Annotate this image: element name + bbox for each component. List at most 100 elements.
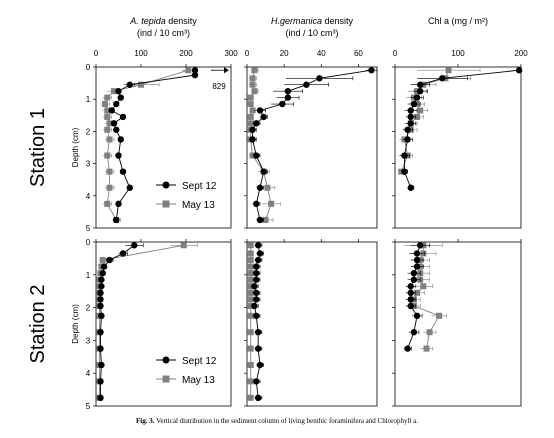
series-line xyxy=(111,70,196,221)
panel-1-2: 0 20 40 60 xyxy=(244,49,378,229)
y-tick-label: 5 xyxy=(86,224,91,233)
data-point xyxy=(410,100,418,108)
data-point xyxy=(115,87,122,95)
x-tick-label: 0 xyxy=(94,49,99,58)
panel-frame xyxy=(246,241,378,407)
series-line xyxy=(404,69,520,188)
y-tick-label: 0 xyxy=(86,238,91,247)
x-tick-label: 0 xyxy=(393,49,398,58)
data-point xyxy=(113,216,120,224)
data-point xyxy=(247,362,254,368)
data-point xyxy=(251,88,258,95)
series-may-13 xyxy=(247,242,254,401)
data-point xyxy=(104,152,111,159)
data-point xyxy=(104,126,111,133)
data-point xyxy=(256,184,264,191)
data-point xyxy=(249,107,256,114)
panel-frame xyxy=(95,66,232,229)
data-point xyxy=(417,87,424,95)
data-point xyxy=(108,107,115,114)
panel-2-1: 0 1 2 3 4 5 Sept 12 May 13 xyxy=(86,238,232,411)
depth-axis-label-2: Depth (cm) xyxy=(71,304,80,344)
depth-axis-label-1: Depth (cm) xyxy=(71,127,80,167)
data-point xyxy=(98,312,105,319)
data-point xyxy=(256,107,264,114)
x-tick-label: 200 xyxy=(514,49,528,58)
data-point xyxy=(99,257,106,264)
data-point xyxy=(404,136,411,143)
data-point xyxy=(417,107,424,114)
series-sept-12 xyxy=(97,242,144,401)
data-point xyxy=(401,168,408,175)
data-point xyxy=(247,378,254,385)
series-line xyxy=(99,244,184,398)
data-point xyxy=(97,302,104,310)
data-point xyxy=(106,184,113,191)
data-point xyxy=(253,289,260,297)
data-point xyxy=(247,296,254,303)
legend-marker-sept xyxy=(162,356,170,364)
column-title-rest: density xyxy=(322,16,354,26)
data-point xyxy=(404,126,411,133)
data-point xyxy=(413,263,421,270)
data-point xyxy=(284,87,292,95)
data-point xyxy=(115,152,122,159)
series-line xyxy=(253,245,261,398)
panel-1-3: 0 100 200 xyxy=(392,49,528,229)
data-point xyxy=(413,256,421,264)
column-title-2: H.germanica density xyxy=(271,16,354,26)
data-point xyxy=(249,81,256,88)
data-point xyxy=(247,276,254,283)
series-sept-12 xyxy=(250,242,265,401)
data-point xyxy=(247,394,254,401)
data-point xyxy=(445,67,452,74)
y-tick-label: 5 xyxy=(86,402,91,411)
legend-label-may: May 13 xyxy=(182,200,215,211)
column-title-rest: Chl a (mg / m²) xyxy=(428,16,488,26)
x-tick-label: 100 xyxy=(451,49,465,58)
station-label-1: Station 1 xyxy=(27,108,49,187)
data-point xyxy=(284,94,292,101)
data-point xyxy=(253,276,260,283)
legend-label-may: May 13 xyxy=(182,375,215,386)
data-point xyxy=(104,200,111,207)
series-line xyxy=(250,70,272,221)
legend: Sept 12 May 13 xyxy=(156,181,217,211)
legend-label-sept: Sept 12 xyxy=(182,356,217,367)
data-point xyxy=(104,113,111,120)
data-point xyxy=(247,242,254,249)
data-point xyxy=(439,75,446,82)
data-point xyxy=(185,67,192,74)
y-tick-label: 2 xyxy=(86,127,91,136)
y-tick-label: 0 xyxy=(86,63,91,72)
data-point xyxy=(111,88,117,95)
series-sept-12 xyxy=(403,242,430,352)
data-point xyxy=(407,302,414,310)
data-point xyxy=(104,107,111,114)
data-point xyxy=(119,250,127,257)
data-point xyxy=(253,296,260,303)
legend: Sept 12 May 13 xyxy=(156,356,217,386)
data-point xyxy=(253,152,260,159)
data-point xyxy=(254,345,262,352)
data-point xyxy=(404,345,411,352)
column-title-taxon: A. tepida xyxy=(129,16,166,26)
data-point xyxy=(97,289,104,297)
data-point xyxy=(417,81,424,88)
data-point xyxy=(414,289,421,296)
data-point xyxy=(254,329,262,336)
data-point xyxy=(401,152,408,159)
series-may-13 xyxy=(100,67,196,223)
data-point xyxy=(254,256,262,264)
data-point xyxy=(100,263,108,270)
data-point xyxy=(131,242,138,249)
data-point xyxy=(247,270,254,277)
data-point xyxy=(254,394,262,401)
data-point xyxy=(247,257,254,264)
data-point xyxy=(253,263,260,270)
data-point xyxy=(262,216,269,223)
panel-frame xyxy=(95,241,232,407)
panel-2-3 xyxy=(392,239,522,407)
data-point xyxy=(126,81,133,88)
